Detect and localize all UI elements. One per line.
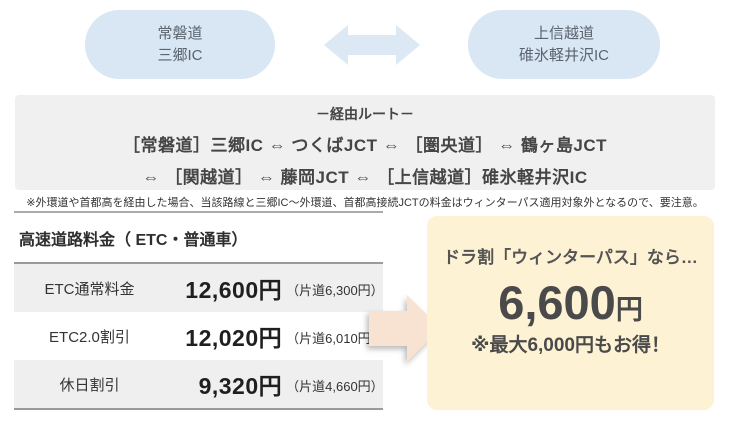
endpoint-road-name: 常磐道 <box>157 24 203 42</box>
toll-row-oneway: （片道6,010円） <box>286 331 384 346</box>
promo-price-unit: 円 <box>615 295 643 325</box>
promo-savings-note: ※最大6,000円もお得！ <box>470 335 671 356</box>
caution-note: ※外環道や首都高を経由した場合、当該路線と三郷IC～外環道、首都高接続JCTの料… <box>26 197 704 209</box>
toll-row-label: 休日割引 <box>59 376 120 394</box>
table-row: ETC通常料金 12,600円 （片道6,300円） <box>14 264 384 312</box>
promo-price: 6,600円 <box>427 279 714 326</box>
winter-pass-promo-box: ドラ割「ウィンターパス」なら… 6,600円 ※最大6,000円もお得！ <box>427 216 714 410</box>
toll-row-oneway: （片道4,660円） <box>286 379 384 394</box>
toll-row-label: ETC2.0割引 <box>49 328 130 346</box>
toll-table-title: 高速道路料金（ ETC・普通車） <box>19 232 248 249</box>
toll-row-label: ETC通常料金 <box>44 280 135 298</box>
endpoint-ic-name: 三郷IC <box>157 46 203 64</box>
endpoint-road-name: 上信越道 <box>533 24 594 42</box>
table-bottom-rule <box>14 408 383 410</box>
endpoint-pill-misato: 常磐道 三郷IC <box>85 10 275 79</box>
table-header-rule <box>14 262 383 264</box>
toll-row-price: 9,320円 <box>198 373 283 399</box>
route-line-2: ⇔ ［関越道］ ⇔ 藤岡JCT ⇔ ［上信越道］碓氷軽井沢IC <box>142 168 588 187</box>
route-line-1: ［常磐道］三郷IC ⇔ つくばJCT ⇔ ［圏央道］ ⇔ 鶴ヶ島JCT <box>122 136 608 155</box>
toll-row-price: 12,600円 <box>185 277 283 303</box>
table-top-rule <box>14 211 383 213</box>
route-title: －経由ルート－ <box>316 106 414 122</box>
promo-price-amount: 6,600 <box>498 276 616 329</box>
endpoint-pill-usui-karuizawa: 上信越道 碓氷軽井沢IC <box>468 10 660 79</box>
toll-row-price: 12,020円 <box>185 325 283 351</box>
table-row: ETC2.0割引 12,020円 （片道6,010円） <box>14 312 384 360</box>
route-summary-box: －経由ルート－ ［常磐道］三郷IC ⇔ つくばJCT ⇔ ［圏央道］ ⇔ 鶴ヶ島… <box>15 95 715 190</box>
double-arrow-icon <box>324 25 420 65</box>
table-row: 休日割引 9,320円 （片道4,660円） <box>14 360 384 408</box>
toll-row-oneway: （片道6,300円） <box>286 283 384 298</box>
toll-table: 高速道路料金（ ETC・普通車） ETC通常料金 12,600円 （片道6,30… <box>14 211 384 410</box>
right-arrow-icon <box>369 295 441 362</box>
promo-title: ドラ割「ウィンターパス」なら… <box>443 248 698 267</box>
endpoint-ic-name: 碓氷軽井沢IC <box>518 46 609 64</box>
